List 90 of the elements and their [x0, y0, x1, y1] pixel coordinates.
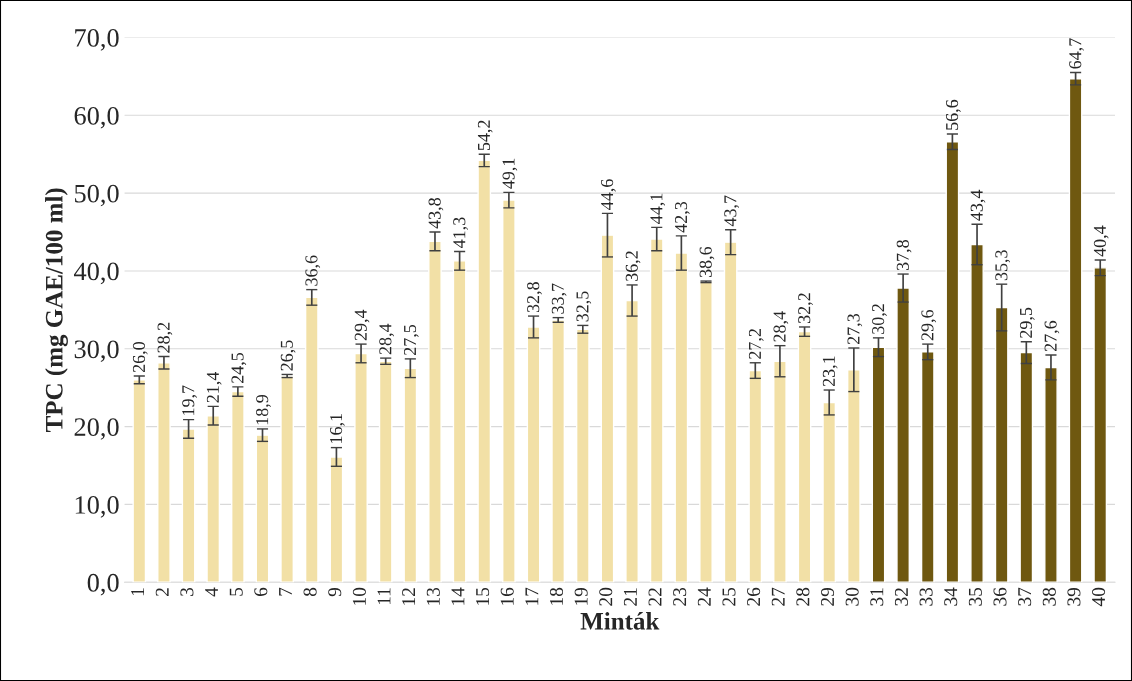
data-label: 43,7	[724, 195, 739, 227]
x-tick-label: 7	[279, 587, 292, 596]
y-tick-label: 10,0	[75, 496, 119, 518]
data-label: 37,8	[896, 240, 912, 271]
data-label: 40,4	[1093, 225, 1109, 257]
x-tick-label: 17	[525, 587, 539, 605]
data-label: 26,5	[280, 340, 296, 371]
data-label: 18,9	[256, 394, 271, 425]
x-tick-label: 36	[993, 587, 1007, 606]
x-tick-label: 11	[377, 588, 391, 605]
x-tick-label: 38	[1042, 587, 1056, 606]
data-label: 43,4	[970, 189, 986, 221]
data-label: 43,8	[428, 198, 444, 229]
x-tick-label: 3	[180, 587, 194, 596]
data-label: 27,2	[748, 329, 764, 359]
data-label: 16,1	[330, 413, 345, 443]
x-tick-label: 28	[796, 587, 810, 606]
x-tick-label: 33	[919, 587, 933, 606]
data-label: 24,5	[231, 352, 247, 383]
data-label: 32,5	[576, 291, 592, 322]
y-tick-label: 0,0	[87, 573, 119, 596]
x-tick-label: 18	[549, 587, 564, 605]
x-tick-label: 15	[476, 587, 490, 605]
y-tick-label: 60,0	[74, 106, 119, 129]
data-label: 29,6	[921, 309, 937, 341]
x-tick-label: 14	[451, 587, 465, 605]
data-label: 21,4	[206, 371, 222, 403]
x-tick-label: 1	[131, 588, 144, 596]
data-label: 28,4	[773, 311, 789, 342]
data-label: 29,5	[1019, 307, 1035, 338]
x-tick-label: 40	[1091, 587, 1106, 607]
x-tick-label: 10	[352, 587, 366, 605]
x-tick-label: 5	[229, 587, 243, 596]
x-tick-label: 6	[254, 587, 268, 596]
data-label: 33,7	[551, 283, 567, 314]
data-label: 36,6	[305, 255, 321, 286]
x-tick-label: 39	[1067, 587, 1081, 606]
x-tick-label: 2	[155, 588, 169, 596]
data-label: 36,2	[625, 251, 641, 281]
data-label: 56,6	[946, 99, 961, 130]
x-tick-label: 31	[870, 588, 884, 606]
data-label: 38,6	[699, 246, 715, 278]
y-tick-label: 50,0	[75, 184, 119, 207]
data-label: 29,4	[354, 309, 370, 341]
x-tick-label: 23	[673, 587, 687, 606]
x-tick-label: 25	[722, 587, 736, 606]
data-label: 42,3	[674, 201, 690, 233]
data-label: 41,3	[453, 217, 468, 249]
data-label: 49,1	[502, 158, 518, 189]
y-tick-label: 20,0	[74, 418, 119, 440]
data-label: 27,6	[1044, 320, 1060, 352]
y-tick-label: 40,0	[73, 262, 119, 285]
data-label: 32,8	[527, 282, 542, 313]
x-tick-label: 35	[968, 587, 982, 606]
data-label: 27,3	[847, 313, 863, 345]
data-label: 44,6	[601, 179, 616, 210]
x-tick-label: 34	[944, 587, 958, 606]
x-tick-label: 19	[574, 587, 588, 605]
x-tick-label: 21	[623, 588, 637, 606]
x-tick-label: 37	[1018, 587, 1032, 606]
data-label: 32,2	[798, 293, 813, 323]
x-tick-label: 24	[697, 587, 711, 606]
x-tick-label: 30	[845, 587, 859, 606]
y-tick-label: 70,0	[75, 29, 119, 51]
x-axis-title: Minták	[580, 612, 660, 630]
x-tick-label: 29	[821, 587, 835, 606]
data-label: 54,2	[477, 120, 493, 151]
data-label: 26,0	[132, 341, 148, 373]
data-label: 27,5	[403, 324, 419, 355]
x-tick-label: 22	[648, 588, 662, 606]
data-label: 35,3	[995, 250, 1011, 281]
data-label: 64,7	[1069, 38, 1084, 69]
x-tick-label: 9	[328, 587, 342, 597]
x-tick-label: 32	[894, 588, 908, 606]
data-label: 19,7	[182, 385, 197, 415]
data-label: 30,2	[872, 304, 887, 334]
data-label: 44,1	[650, 193, 666, 224]
data-label: 28,4	[379, 323, 395, 355]
x-tick-label: 16	[500, 587, 514, 605]
data-label: 28,2	[157, 322, 173, 353]
x-tick-label: 13	[426, 587, 440, 605]
x-tick-label: 4	[205, 587, 218, 597]
x-tick-label: 20	[599, 587, 613, 606]
x-tick-label: 12	[402, 588, 416, 605]
y-axis-title: TPC (mg GAE/100 ml)	[45, 188, 68, 433]
data-label: 23,1	[822, 356, 838, 387]
x-tick-label: 27	[771, 587, 785, 606]
x-tick-label: 8	[303, 587, 317, 597]
x-tick-label: 26	[747, 587, 761, 606]
y-tick-label: 30,0	[74, 340, 119, 362]
